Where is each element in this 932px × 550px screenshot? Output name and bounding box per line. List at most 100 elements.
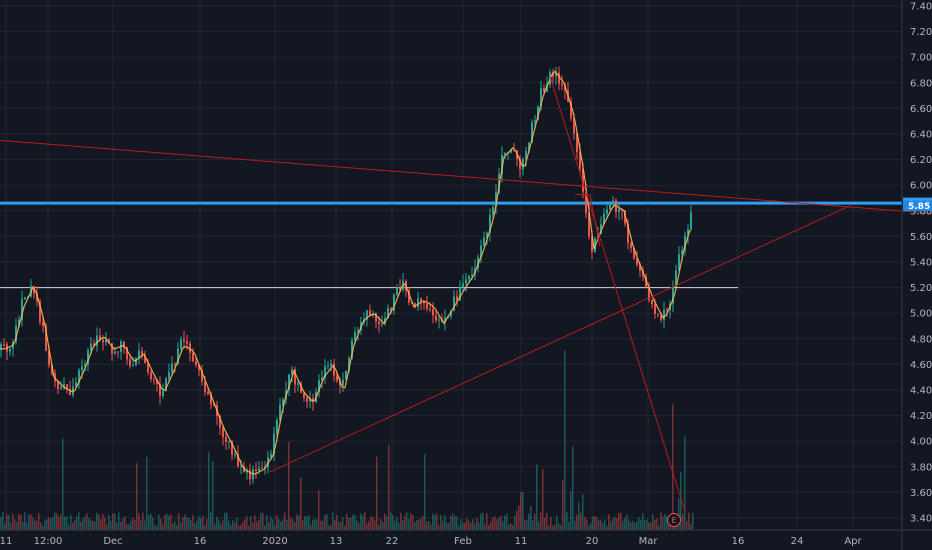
volume-bar [4, 523, 6, 530]
candle-body [222, 427, 224, 438]
x-tick-label: Apr [844, 536, 862, 547]
candle-body [123, 341, 125, 347]
y-tick-label: 7.20 [910, 27, 932, 38]
volume-bar [608, 514, 610, 530]
volume-bar [602, 523, 604, 530]
candle-body [201, 370, 203, 382]
volume-bar [434, 515, 436, 530]
candle-body [57, 381, 59, 389]
candle-body [492, 206, 494, 216]
volume-bar [170, 514, 172, 530]
y-tick-label: 3.80 [910, 462, 932, 473]
candle-body [54, 373, 56, 382]
candle-body [204, 381, 206, 393]
candle-body [111, 343, 113, 354]
volume-bar [118, 512, 120, 530]
volume-bar [396, 517, 398, 530]
volume-bar [206, 519, 208, 530]
volume-bar [122, 518, 124, 530]
y-tick-label: 7.00 [910, 53, 932, 64]
candle-body [96, 335, 98, 346]
y-tick-label: 4.40 [910, 386, 932, 397]
volume-bar [314, 518, 316, 530]
candle-body [282, 399, 284, 406]
candle-body [261, 467, 263, 469]
candle-body [540, 88, 542, 107]
volume-bar [110, 521, 112, 530]
volume-bar [138, 513, 140, 530]
volume-bar [488, 525, 490, 530]
volume-bar [342, 517, 344, 530]
candle-body [543, 88, 545, 92]
candle-body [381, 323, 383, 325]
volume-bar [252, 522, 254, 530]
candle-body [657, 313, 659, 315]
volume-bar [634, 522, 636, 530]
x-axis[interactable]: 11 12:00 Dec 16 2020 13 22 Feb 11 20 Mar 16 24 Apr [0, 529, 932, 547]
x-tick-label: 16 [732, 536, 745, 547]
volume-bar [240, 524, 242, 530]
volume-bar [312, 519, 314, 530]
y-tick-label: 6.80 [910, 78, 932, 89]
candle-body [138, 350, 140, 359]
candle-body [414, 303, 416, 308]
volume-bar [78, 512, 80, 530]
candle-body [162, 391, 164, 396]
volume-bar [34, 520, 36, 530]
candle-body [396, 287, 398, 295]
volume-bar [0, 516, 2, 530]
candle-body [237, 454, 239, 467]
x-tick-label: Mar [639, 536, 659, 547]
candle-body [576, 133, 578, 152]
candle-body [450, 311, 452, 317]
volume-bar [2, 512, 4, 530]
volume-bar [320, 520, 322, 530]
volume-bar [334, 520, 336, 530]
volume-bar [560, 524, 562, 530]
candle-body [618, 208, 620, 213]
candle-body [327, 365, 329, 367]
volume-bar [464, 522, 466, 530]
candle-body [75, 382, 77, 387]
volume-bar [192, 514, 194, 530]
volume-bar [460, 519, 462, 530]
volume-bar [570, 491, 572, 530]
candle-body [534, 120, 536, 123]
volume-bar [576, 514, 578, 530]
volume-bar [538, 521, 540, 530]
candle-body [3, 344, 5, 346]
candle-body [9, 348, 11, 352]
candle-body [408, 290, 410, 303]
volume-bar [54, 512, 56, 530]
volume-bar [562, 480, 564, 530]
volume-bar [350, 517, 352, 530]
y-tick-label: 6.40 [910, 130, 932, 141]
candle-body [18, 319, 20, 326]
volume-bar [662, 516, 664, 530]
candle-body [444, 317, 446, 323]
volume-bar [530, 506, 532, 530]
candle-body [648, 287, 650, 301]
volume-bar [248, 525, 250, 530]
candle-body [78, 370, 80, 383]
volume-bar [72, 522, 74, 530]
volume-bar [520, 492, 522, 530]
volume-bar [60, 514, 62, 530]
y-tick-label: 6.00 [910, 181, 932, 192]
candle-body [537, 106, 539, 121]
candle-body [351, 340, 353, 359]
event-markers[interactable]: E [667, 513, 681, 527]
moving-average [0, 70, 691, 475]
volume-bar [636, 521, 638, 530]
candle-body [84, 364, 86, 367]
volume-bar [470, 522, 472, 530]
y-axis[interactable]: 7.40 7.20 7.00 6.80 6.60 6.40 6.20 6.00 5.80 5.60… [901, 0, 932, 550]
volume-bar [200, 518, 202, 530]
volume-bar [516, 510, 518, 530]
volume-bar [432, 513, 434, 530]
volume-bar [80, 521, 82, 530]
volume-bar [424, 454, 426, 530]
volume-bar [158, 514, 160, 530]
volume-bar [108, 515, 110, 530]
